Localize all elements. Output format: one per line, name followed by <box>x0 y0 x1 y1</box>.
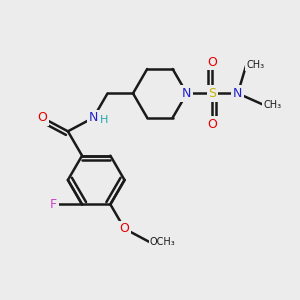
Text: F: F <box>50 198 57 211</box>
Text: N: N <box>89 111 98 124</box>
Text: O: O <box>38 111 47 124</box>
Text: N: N <box>182 87 191 100</box>
Text: O: O <box>207 118 217 131</box>
Text: H: H <box>99 115 108 125</box>
Text: S: S <box>208 87 216 100</box>
Text: OCH₃: OCH₃ <box>150 237 176 247</box>
Text: O: O <box>207 56 217 69</box>
Text: N: N <box>233 87 242 100</box>
Text: CH₃: CH₃ <box>263 100 281 110</box>
Text: O: O <box>120 222 130 235</box>
Text: CH₃: CH₃ <box>246 60 264 70</box>
